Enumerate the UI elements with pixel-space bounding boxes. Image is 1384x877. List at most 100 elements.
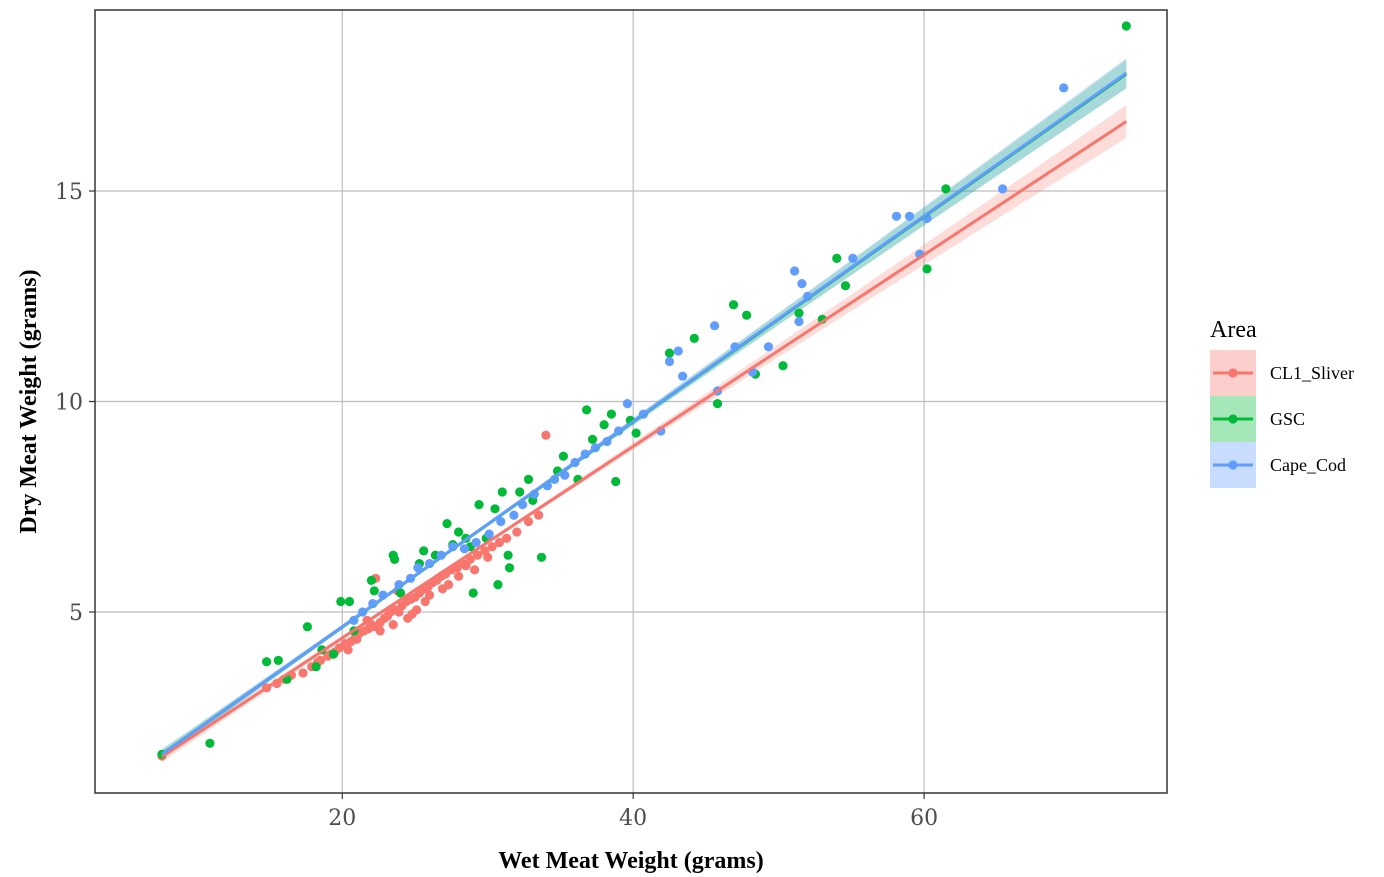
data-point	[840, 281, 851, 291]
data-point	[484, 529, 494, 539]
data-point	[848, 253, 858, 263]
data-point	[403, 613, 413, 623]
data-point	[512, 527, 522, 537]
data-point	[797, 279, 807, 289]
data-point	[471, 537, 481, 548]
x-axis-title: Wet Meat Weight (grams)	[498, 848, 764, 874]
data-point	[493, 580, 503, 590]
data-point	[369, 586, 379, 596]
data-point	[468, 588, 478, 598]
data-point	[273, 655, 283, 666]
data-point	[664, 348, 675, 358]
data-point	[472, 550, 483, 560]
data-point	[763, 342, 774, 352]
data-point	[509, 510, 519, 520]
legend-title: Area	[1210, 317, 1257, 343]
data-point	[328, 649, 339, 659]
data-point	[461, 561, 471, 571]
legend-label: GSC	[1270, 409, 1305, 429]
data-point	[298, 668, 308, 678]
data-point	[470, 565, 480, 575]
data-point	[487, 542, 497, 552]
data-point	[336, 596, 346, 607]
data-point	[599, 420, 609, 430]
data-point	[606, 409, 617, 419]
x-tick-label: 60	[910, 806, 938, 831]
x-tick-label: 20	[328, 806, 356, 831]
legend-label: Cape_Cod	[1270, 455, 1346, 475]
data-points	[157, 21, 1131, 761]
data-point	[494, 537, 504, 548]
x-tick-label: 40	[619, 806, 647, 831]
data-point	[728, 300, 739, 310]
data-point	[474, 500, 484, 510]
data-point	[366, 575, 376, 586]
axis-ticks: 20 40 60 5 10 15	[55, 180, 938, 831]
data-point	[941, 184, 951, 194]
data-point	[262, 657, 272, 667]
y-axis-title: Dry Meat Weight (grams)	[16, 269, 42, 533]
data-point	[998, 184, 1008, 194]
data-point	[631, 428, 641, 438]
data-point	[664, 356, 675, 367]
y-tick-label: 5	[69, 601, 83, 626]
data-point	[611, 476, 621, 487]
data-point	[582, 405, 592, 415]
data-point	[390, 554, 400, 565]
data-point	[454, 527, 464, 537]
data-point	[454, 571, 464, 581]
data-point	[311, 662, 321, 672]
data-point	[678, 371, 688, 381]
data-point	[689, 333, 699, 343]
data-point	[515, 487, 525, 497]
data-point	[587, 434, 598, 444]
data-point	[710, 321, 720, 331]
y-tick-label: 10	[55, 391, 83, 416]
data-point	[778, 361, 788, 371]
data-point	[504, 563, 515, 573]
data-point	[442, 519, 452, 529]
data-point	[558, 451, 569, 461]
legend-key-point	[1228, 460, 1238, 470]
data-point	[459, 544, 470, 554]
data-point	[483, 552, 493, 562]
data-point	[343, 645, 353, 655]
data-point	[832, 253, 842, 263]
legend-label: CL1_Sliver	[1270, 363, 1354, 383]
data-point	[438, 584, 448, 594]
data-point	[794, 316, 804, 327]
data-point	[891, 211, 902, 221]
data-point	[302, 622, 312, 632]
data-point	[344, 596, 355, 607]
data-point	[794, 308, 804, 318]
data-point	[541, 430, 551, 440]
data-point	[502, 533, 512, 543]
data-point	[534, 510, 544, 520]
confidence-band	[161, 105, 1127, 763]
data-point	[496, 516, 506, 527]
fit-line	[161, 120, 1128, 759]
data-point	[503, 550, 513, 560]
data-point	[419, 546, 429, 556]
data-point	[395, 588, 406, 598]
data-point	[205, 738, 215, 748]
y-tick-label: 15	[55, 180, 83, 205]
data-point	[490, 504, 500, 514]
data-point	[375, 626, 385, 636]
data-point	[523, 474, 534, 484]
data-point	[420, 596, 430, 607]
data-point	[523, 516, 534, 527]
data-point	[622, 399, 633, 409]
data-point	[712, 399, 723, 409]
data-point	[411, 605, 422, 615]
data-point	[497, 487, 507, 497]
data-point	[1059, 83, 1069, 93]
fit-line	[161, 71, 1128, 756]
legend-key-point	[1228, 368, 1238, 378]
legend-key-point	[1228, 414, 1238, 424]
legend: Area CL1_Sliver GSC Cape_Cod	[1210, 317, 1354, 488]
data-point	[742, 310, 752, 320]
fit-lines	[161, 71, 1128, 759]
data-point	[352, 634, 362, 644]
data-point	[536, 552, 547, 562]
